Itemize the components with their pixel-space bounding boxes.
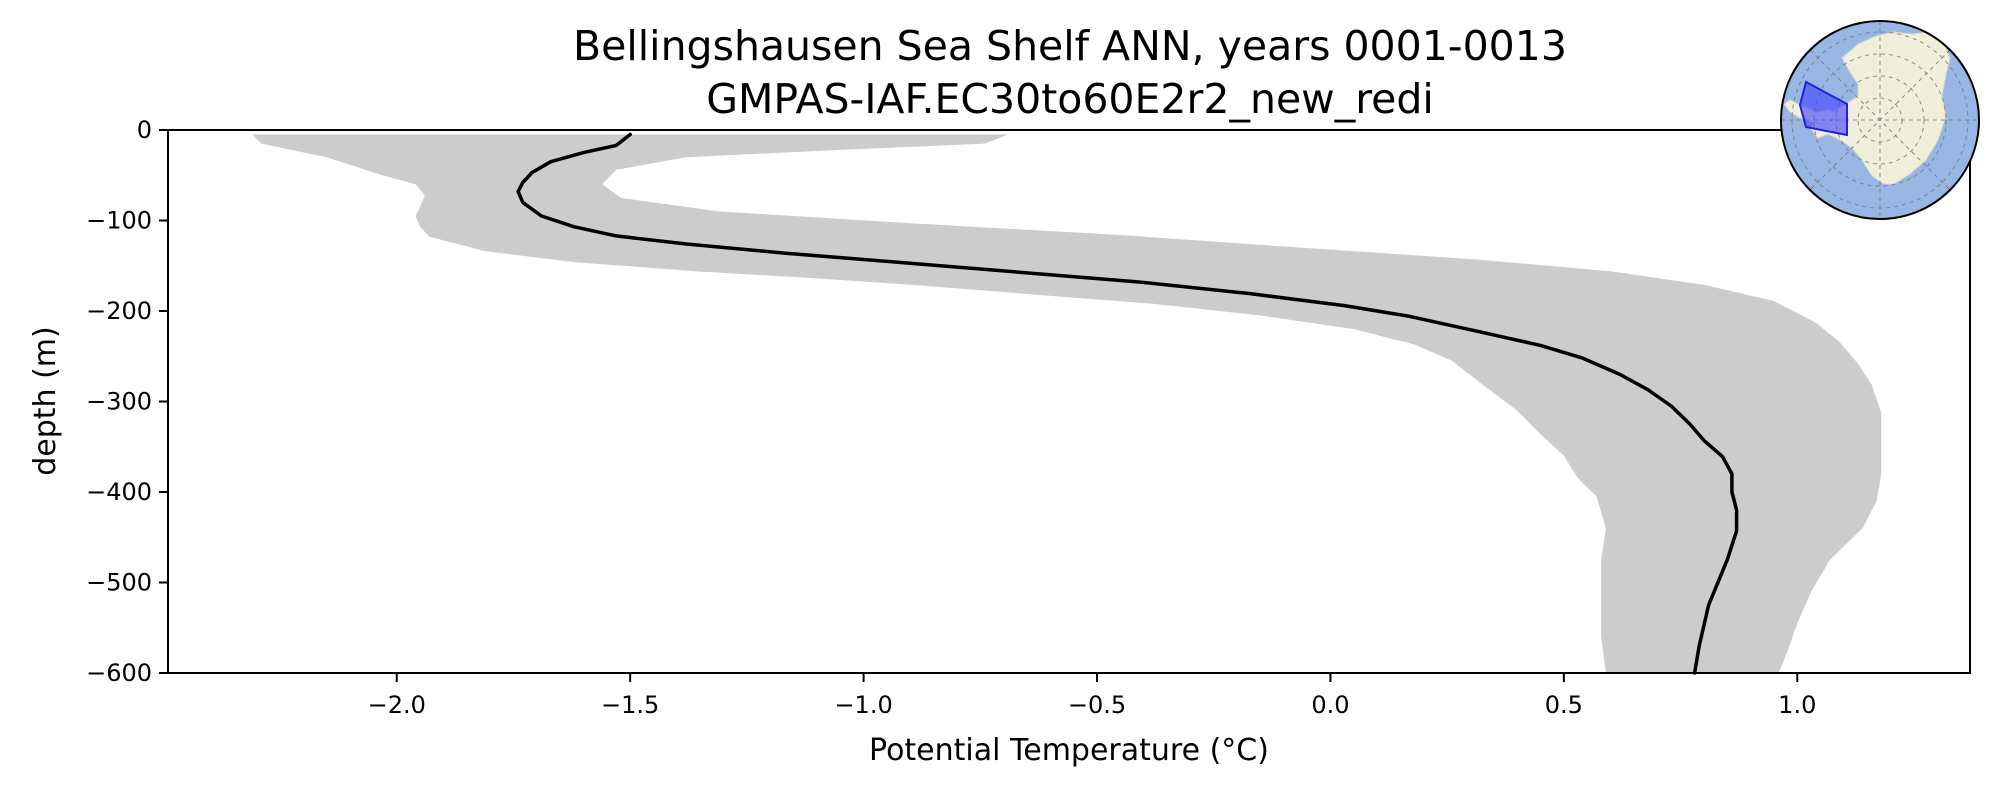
x-tick-label: −0.5: [1068, 691, 1126, 719]
mean-profile-layer: [516, 132, 1739, 675]
x-tick-label: 0.0: [1311, 691, 1349, 719]
inset-map: [1780, 20, 1980, 220]
inset-map-region: [1798, 80, 1848, 137]
y-tick-label: −500: [86, 569, 152, 597]
y-tick-label: −100: [86, 207, 152, 235]
y-tick-label: −200: [86, 297, 152, 325]
x-tick-label: 1.0: [1778, 691, 1816, 719]
x-tick-label: −1.0: [834, 691, 892, 719]
spread-band-layer: [252, 134, 1882, 673]
x-axis-label: Potential Temperature (°C): [869, 733, 1269, 768]
chart-subtitle: GMPAS-IAF.EC30to60E2r2_new_redi: [706, 75, 1434, 123]
chart-title: Bellingshausen Sea Shelf ANN, years 0001…: [573, 22, 1567, 70]
plot-area: −2.0 −1.5 −1.0 −0.5 0.0 0.5 1.0 0 −100 −200 −300 −…: [86, 116, 1971, 719]
x-tick-label: −1.5: [601, 691, 659, 719]
x-axis-ticks: −2.0 −1.5 −1.0 −0.5 0.0 0.5 1.0: [368, 673, 1816, 719]
y-axis-ticks: 0 −100 −200 −300 −400 −500 −600: [86, 116, 168, 687]
y-tick-label: −600: [86, 659, 152, 687]
x-tick-label: 0.5: [1545, 691, 1583, 719]
y-tick-label: −400: [86, 478, 152, 506]
x-tick-label: −2.0: [368, 691, 426, 719]
inset-map-border: [1780, 20, 1980, 220]
y-tick-label: −300: [86, 388, 152, 416]
y-tick-label: 0: [137, 116, 152, 144]
spread-band: [252, 134, 1882, 673]
y-axis-label: depth (m): [28, 326, 63, 476]
mean-profile-line: [516, 132, 1739, 675]
